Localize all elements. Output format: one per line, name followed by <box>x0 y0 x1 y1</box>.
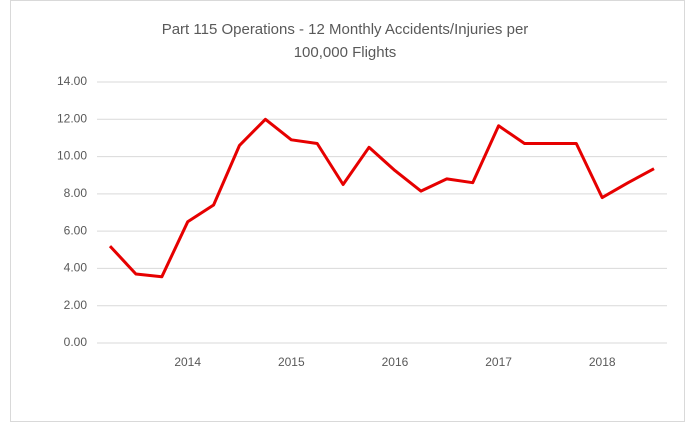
y-tick-label: 6.00 <box>64 223 88 237</box>
x-tick-label: 2017 <box>485 355 512 369</box>
y-tick-label: 8.00 <box>64 186 88 200</box>
y-tick-label: 4.00 <box>64 261 88 275</box>
data-line <box>108 117 655 279</box>
y-tick-label: 0.00 <box>64 335 88 349</box>
x-tick-label: 2016 <box>382 355 409 369</box>
x-tick-label: 2014 <box>174 355 201 369</box>
chart-frame <box>10 0 685 422</box>
y-tick-label: 14.00 <box>57 74 87 88</box>
chart-title: Part 115 Operations - 12 Monthly Acciden… <box>162 21 529 38</box>
x-tick-label: 2018 <box>589 355 616 369</box>
chart-title: 100,000 Flights <box>294 44 397 61</box>
x-tick-label: 2015 <box>278 355 305 369</box>
y-tick-label: 10.00 <box>57 149 87 163</box>
y-tick-label: 12.00 <box>57 111 87 125</box>
y-tick-label: 2.00 <box>64 298 88 312</box>
